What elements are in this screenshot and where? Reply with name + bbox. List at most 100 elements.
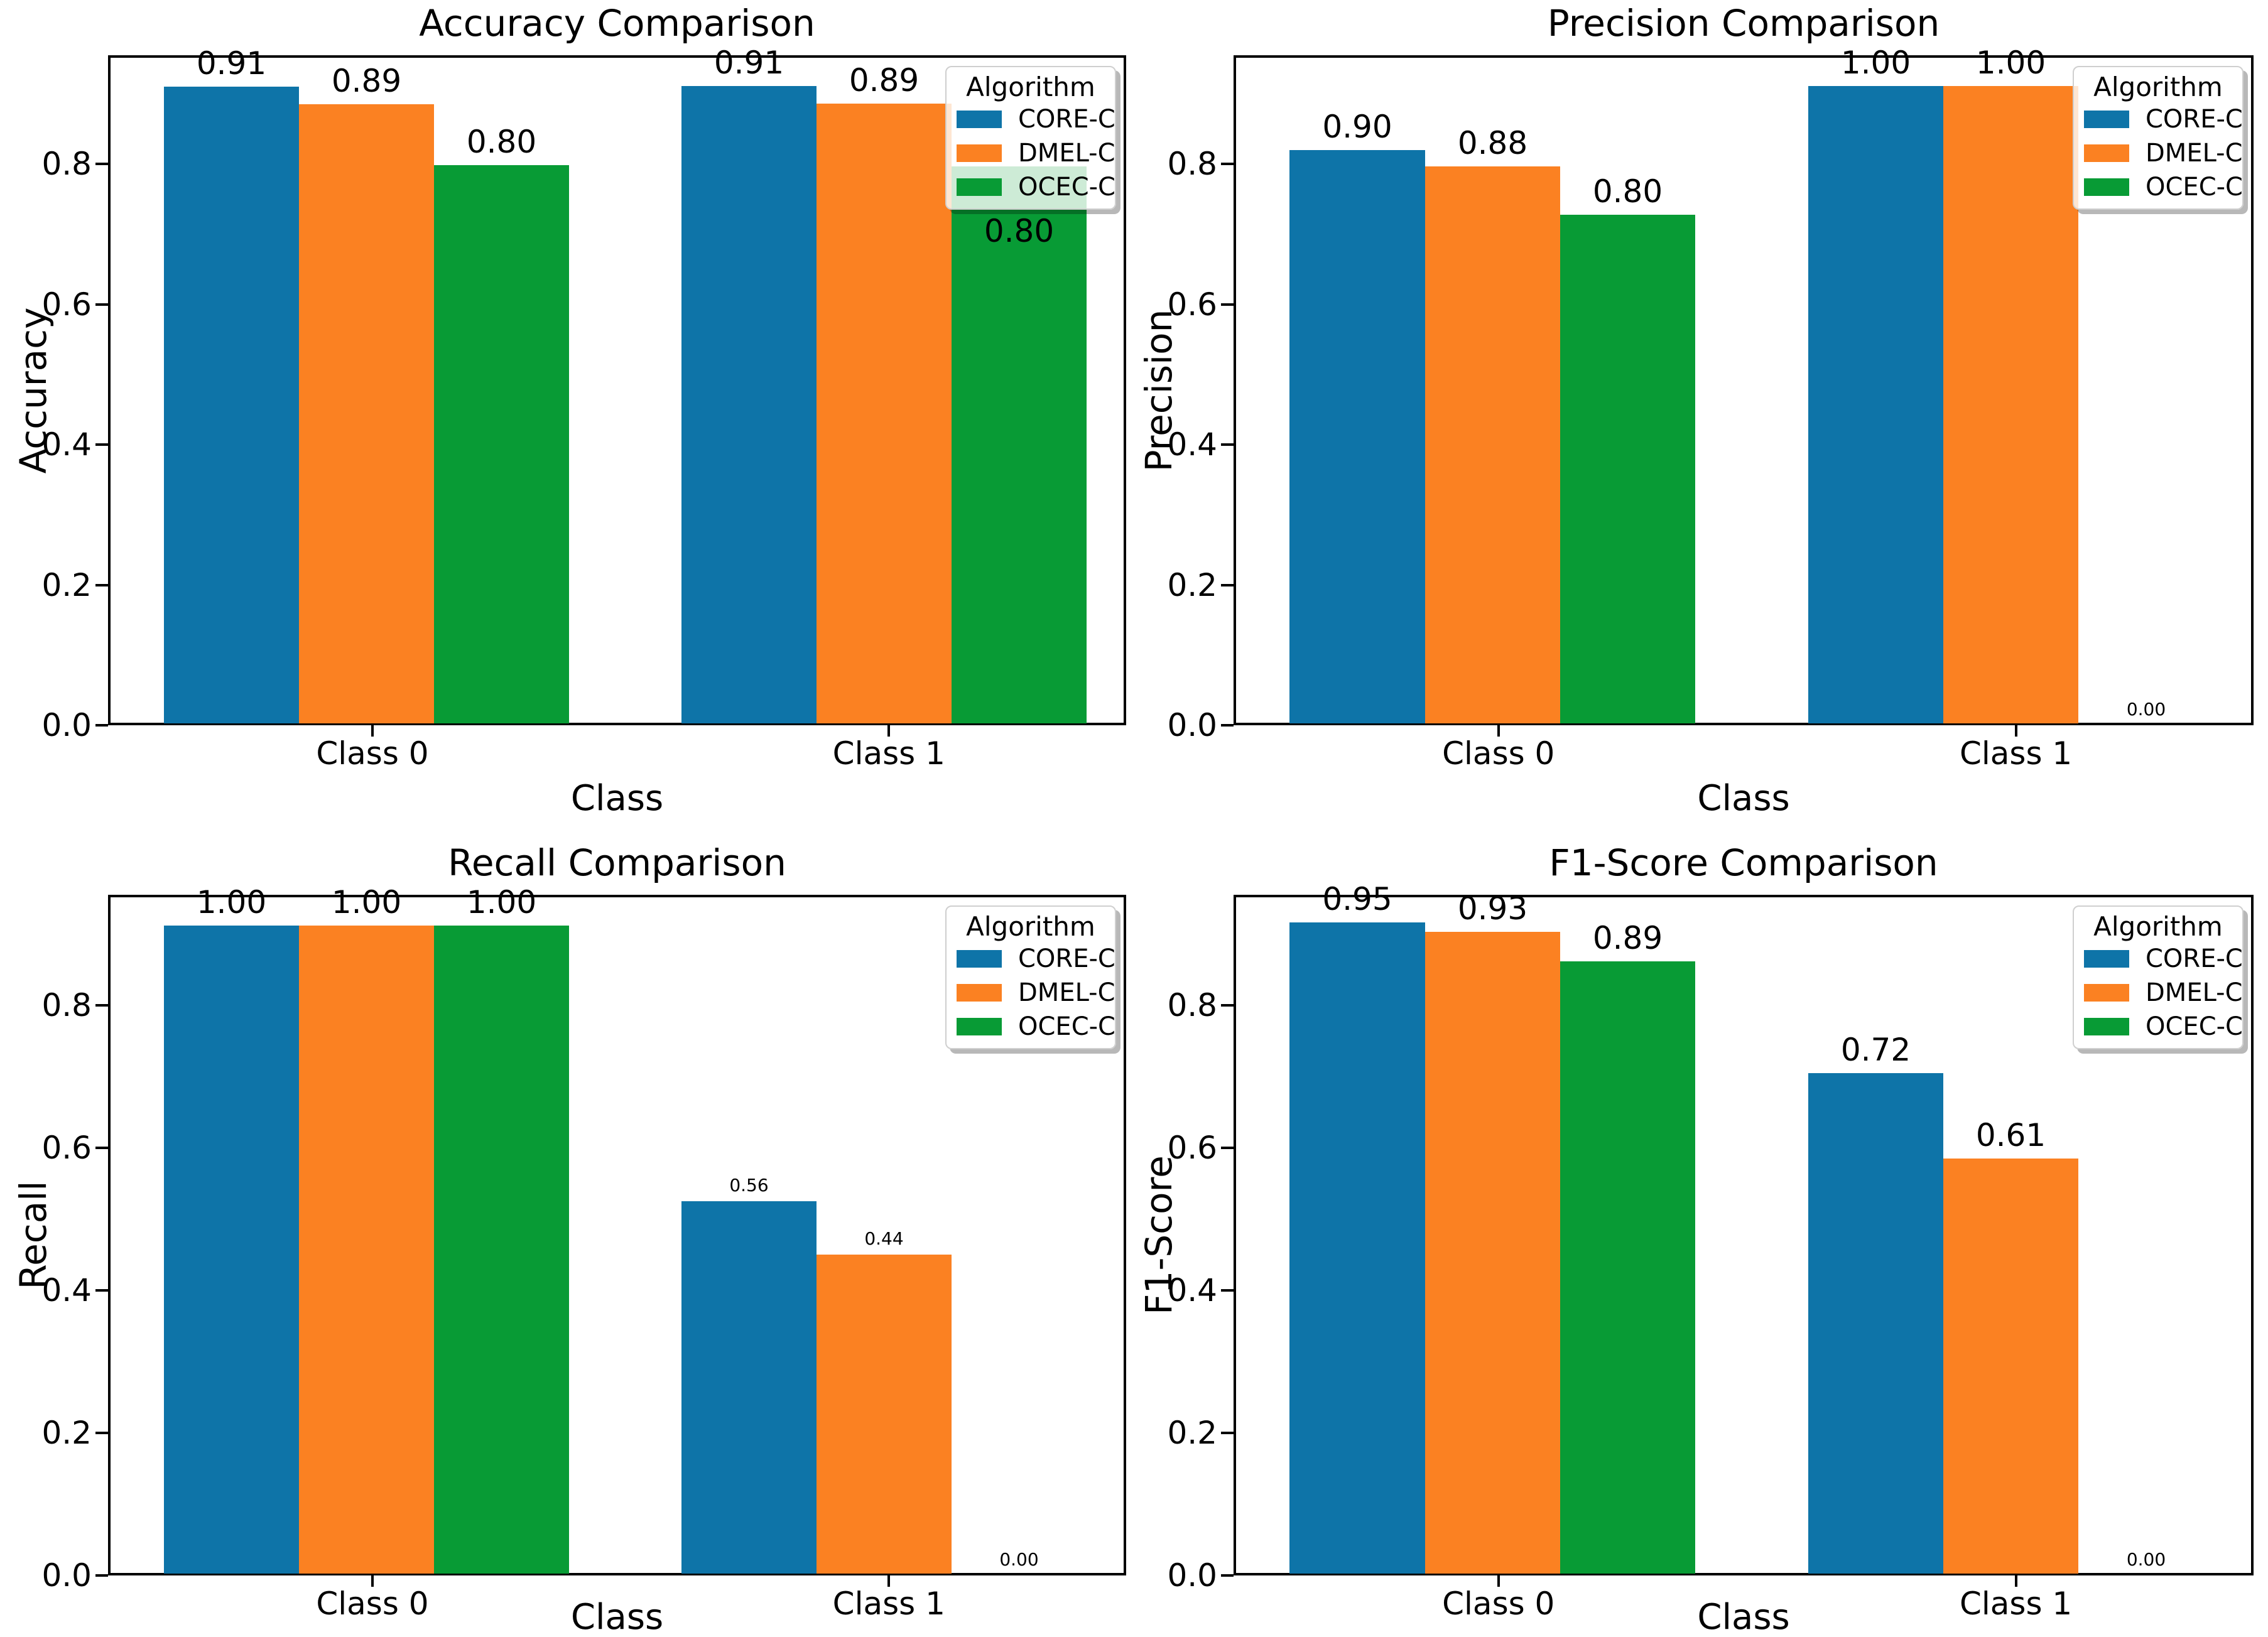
x-tick-mark	[1497, 1575, 1500, 1587]
bar-value-label: 0.89	[331, 63, 402, 99]
y-tick-label: 0.4	[1167, 426, 1217, 463]
y-tick-label: 0.4	[41, 1272, 92, 1309]
plot-title-accuracy: Accuracy Comparison	[419, 2, 815, 45]
bar-precision-dmel-c-class1	[1943, 86, 2078, 723]
y-tick-label: 0.8	[1167, 987, 1217, 1024]
legend-label: DMEL-C	[2146, 139, 2243, 168]
axes-precision	[1234, 55, 2254, 725]
bar-value-label: 0.91	[713, 45, 784, 81]
y-tick-mark	[95, 1289, 108, 1292]
legend-row: CORE-C	[947, 102, 1115, 136]
legend-row: CORE-C	[2074, 102, 2243, 136]
legend-swatch-ocec-c	[957, 1018, 1002, 1035]
legend-label: OCEC-C	[2146, 1012, 2243, 1041]
bar-accuracy-dmel-c-class0	[299, 104, 434, 723]
y-tick-label: 0.8	[41, 146, 92, 182]
y-tick-mark	[1221, 163, 1234, 165]
legend-row: OCEC-C	[947, 1010, 1115, 1044]
legend-swatch-ocec-c	[2084, 1018, 2129, 1035]
bar-precision-core-c-class0	[1289, 150, 1425, 723]
bar-value-label: 0.00	[999, 1549, 1039, 1570]
bar-precision-core-c-class1	[1808, 86, 1943, 723]
legend-label: DMEL-C	[1018, 978, 1115, 1007]
bar-f1-score-core-c-class0	[1289, 922, 1425, 1574]
x-tick-mark	[1497, 725, 1500, 737]
legend-swatch-dmel-c	[2084, 144, 2129, 162]
y-tick-mark	[95, 1004, 108, 1007]
legend-row: DMEL-C	[2074, 976, 2243, 1010]
bar-value-label: 0.91	[196, 45, 267, 82]
bar-recall-ocec-c-class0	[434, 926, 569, 1574]
y-tick-mark	[1221, 1147, 1234, 1149]
legend-label: CORE-C	[1018, 944, 1115, 973]
bar-accuracy-ocec-c-class1	[952, 166, 1087, 723]
legend-title: Algorithm	[966, 911, 1095, 942]
legend-row: DMEL-C	[947, 136, 1115, 170]
legend-title: Algorithm	[2093, 72, 2223, 102]
bar-value-label: 0.56	[729, 1175, 769, 1196]
y-tick-label: 0.2	[1167, 1415, 1217, 1451]
axes-f1-score	[1234, 895, 2254, 1575]
bar-value-label: 0.90	[1322, 109, 1392, 145]
bar-value-label: 0.80	[1592, 173, 1663, 210]
legend-swatch-dmel-c	[2084, 984, 2129, 1002]
plot-title-precision: Precision Comparison	[1547, 2, 1940, 45]
x-axis-label-recall: Class	[570, 1597, 664, 1637]
bar-f1-score-dmel-c-class0	[1425, 932, 1560, 1574]
y-tick-mark	[1221, 1004, 1234, 1007]
y-tick-label: 0.4	[41, 426, 92, 463]
bar-accuracy-core-c-class0	[164, 87, 299, 723]
y-tick-label: 0.0	[1167, 1557, 1217, 1594]
y-tick-label: 0.2	[41, 567, 92, 603]
y-tick-mark	[95, 443, 108, 446]
legend-label: OCEC-C	[1018, 1012, 1115, 1041]
y-tick-label: 0.6	[41, 286, 92, 323]
y-tick-mark	[1221, 584, 1234, 586]
y-tick-mark	[1221, 303, 1234, 306]
x-tick-label: Class 1	[1959, 735, 2073, 772]
bar-accuracy-dmel-c-class1	[817, 104, 952, 723]
bar-value-label: 0.80	[466, 124, 537, 160]
bar-precision-dmel-c-class0	[1425, 166, 1560, 723]
legend-label: OCEC-C	[1018, 173, 1115, 202]
legend-swatch-ocec-c	[2084, 178, 2129, 196]
x-tick-mark	[371, 1575, 374, 1587]
y-tick-mark	[95, 1147, 108, 1149]
y-tick-label: 0.2	[1167, 567, 1217, 603]
bar-value-label: 0.88	[1457, 125, 1528, 161]
bar-value-label: 0.89	[849, 62, 920, 99]
x-tick-label: Class 1	[832, 735, 945, 772]
legend-swatch-ocec-c	[957, 178, 1002, 196]
x-tick-label: Class 0	[316, 735, 429, 772]
legend-swatch-core-c	[957, 950, 1002, 968]
y-tick-label: 0.0	[1167, 707, 1217, 743]
legend-label: DMEL-C	[2146, 978, 2243, 1007]
legend-swatch-core-c	[2084, 950, 2129, 968]
x-tick-label: Class 0	[1442, 735, 1555, 772]
legend-label: OCEC-C	[2146, 173, 2243, 202]
bar-value-label: 0.80	[984, 213, 1055, 249]
bar-f1-score-core-c-class1	[1808, 1073, 1943, 1574]
x-tick-mark	[887, 1575, 891, 1587]
bar-value-label: 0.95	[1322, 881, 1392, 917]
legend-title: Algorithm	[2093, 911, 2223, 942]
bar-recall-dmel-c-class0	[299, 926, 434, 1574]
legend-swatch-core-c	[2084, 111, 2129, 128]
bar-precision-ocec-c-class0	[1560, 215, 1695, 723]
bar-recall-dmel-c-class1	[817, 1255, 952, 1574]
bar-value-label: 1.00	[331, 884, 402, 921]
bar-accuracy-core-c-class1	[681, 86, 817, 723]
y-tick-mark	[95, 303, 108, 306]
legend-precision: Algorithm CORE-C DMEL-C OCEC-C	[2073, 66, 2244, 210]
legend-swatch-dmel-c	[957, 144, 1002, 162]
legend-label: CORE-C	[2146, 944, 2243, 973]
bar-value-label: 0.89	[1592, 920, 1663, 956]
axes-recall	[108, 895, 1126, 1575]
legend-row: OCEC-C	[947, 170, 1115, 204]
y-tick-mark	[95, 724, 108, 727]
axes-accuracy	[108, 55, 1126, 725]
y-tick-mark	[95, 163, 108, 165]
x-tick-label: Class 0	[1442, 1586, 1555, 1622]
y-tick-label: 0.4	[1167, 1272, 1217, 1309]
x-tick-mark	[371, 725, 374, 737]
